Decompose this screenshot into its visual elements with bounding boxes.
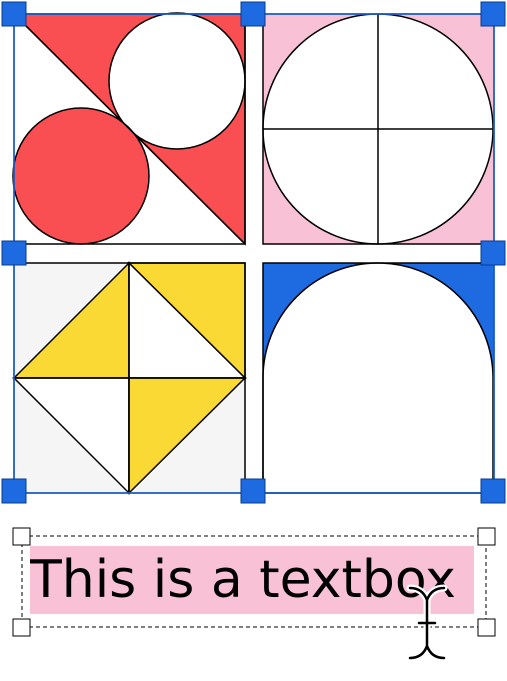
artwork-group[interactable] xyxy=(1,1,506,504)
blue-arch-tile[interactable] xyxy=(262,262,495,494)
textbox-handle-bottom-right[interactable] xyxy=(477,618,496,637)
resize-handle-bottom-center[interactable] xyxy=(240,478,266,504)
resize-handle-middle-left[interactable] xyxy=(1,240,27,266)
text-cursor-icon xyxy=(406,584,448,662)
resize-handle-bottom-right[interactable] xyxy=(480,478,506,504)
textbox-handle-top-right[interactable] xyxy=(477,527,496,546)
textbox-text[interactable]: This is a textbox xyxy=(30,546,474,614)
pink-quartered-circle-tile[interactable] xyxy=(262,13,495,245)
resize-handle-top-right[interactable] xyxy=(480,1,506,27)
white-arch xyxy=(262,262,494,494)
yellow-diamond-tile[interactable] xyxy=(12,261,247,495)
resize-handle-top-center[interactable] xyxy=(240,1,266,27)
textbox-handle-bottom-left[interactable] xyxy=(12,618,31,637)
textbox-handle-top-left[interactable] xyxy=(12,527,31,546)
resize-handle-bottom-left[interactable] xyxy=(1,478,27,504)
resize-handle-top-left[interactable] xyxy=(1,1,27,27)
resize-handle-middle-right[interactable] xyxy=(480,240,506,266)
red-circles-tile[interactable] xyxy=(12,12,246,246)
diagonal-line xyxy=(13,13,246,245)
textbox-selection[interactable] xyxy=(12,527,496,637)
textbox-frame xyxy=(21,535,487,628)
